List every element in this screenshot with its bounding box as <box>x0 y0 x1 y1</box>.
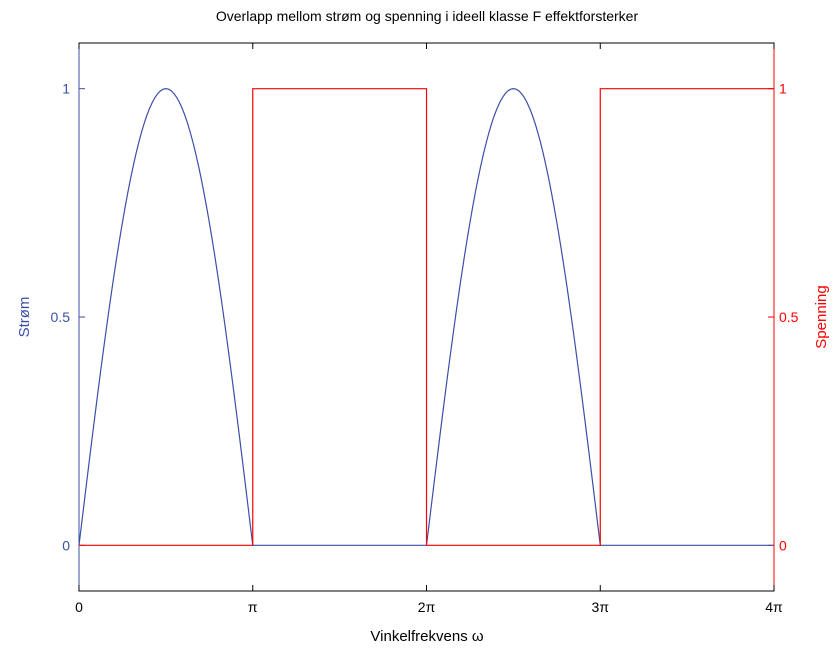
left-axis-ticks: 00.51 <box>51 81 85 553</box>
series-line-1 <box>79 88 774 546</box>
x-tick-label-1: π <box>248 599 258 615</box>
x-axis-label: Vinkelfrekvens ω <box>370 628 483 645</box>
left-axis-label: Strøm <box>16 297 33 338</box>
right-axis-ticks: 00.51 <box>768 81 799 553</box>
x-axis-ticks: 0 π 2π 3π 4π <box>75 43 783 615</box>
right-tick-label-2: 1 <box>779 81 787 97</box>
left-tick-label-2: 1 <box>62 81 70 97</box>
right-tick-label-1: 0.5 <box>779 309 799 325</box>
x-tick-label-3: 3π <box>592 599 610 615</box>
right-axis-label: Spenning <box>813 285 830 348</box>
x-tick-label-4: 4π <box>765 599 783 615</box>
left-tick-label-1: 0.5 <box>51 309 71 325</box>
x-tick-label-2: 2π <box>418 599 436 615</box>
left-tick-label-0: 0 <box>62 537 70 553</box>
chart-title: Overlapp mellom strøm og spenning i idee… <box>216 8 639 24</box>
x-tick-label-0: 0 <box>75 599 83 615</box>
series-layer <box>78 88 774 546</box>
right-tick-label-0: 0 <box>779 537 787 553</box>
